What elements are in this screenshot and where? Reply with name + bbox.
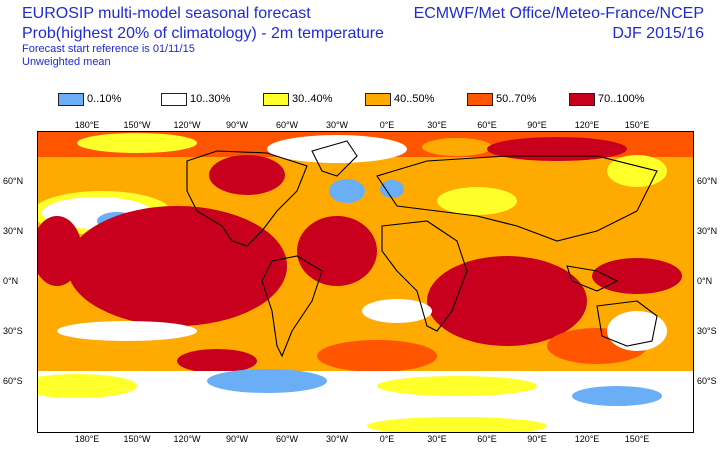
title-block-right: ECMWF/Met Office/Meteo-France/NCEP DJF 2… [414,4,704,44]
shading-north [37,131,694,215]
lon-tick-top: 90°W [225,120,249,130]
white-south-atlantic [362,299,432,323]
blue-southern-pacific [207,369,327,393]
legend-item: 0..10% [58,92,121,106]
title-block-left: EUROSIP multi-model seasonal forecast Pr… [22,4,384,69]
lat-tick-left: 30°S [3,326,23,336]
lon-tick-top: 90°E [527,120,547,130]
yellow-patch-east-asia [607,155,667,187]
red-indian-ocean [427,256,587,346]
coastline-greenland [311,140,358,177]
lon-tick-bottom: 150°W [123,434,151,444]
lon-tick-bottom: 150°E [624,434,650,444]
lon-tick-top: 150°W [123,120,151,130]
lat-tick-left: 60°N [3,176,24,186]
orange-patch [422,138,492,156]
lat-tick-right: 30°S [697,326,717,336]
lat-tick-right: 60°N [697,176,718,186]
legend-label: 40..50% [394,93,435,105]
coastline-north-america [186,150,308,247]
forecast-start-note: Forecast start reference is 01/11/15 [22,43,195,55]
legend-item: 70..100% [569,92,644,106]
legend-label: 10..30% [190,93,231,105]
lon-tick-bottom: 60°W [275,434,299,444]
lon-tick-bottom: 30°E [427,434,447,444]
legend-swatch-50-70 [467,92,493,106]
white-australia [607,311,667,351]
coastline-eurasia [376,155,658,242]
map-subtitle: Prob(highest 20% of climatology) - 2m te… [22,25,384,42]
map-frame [37,131,694,433]
lat-tick-left: 60°S [3,376,23,386]
legend-swatch-10-30 [161,92,187,106]
lon-tick-top: 30°E [427,120,447,130]
yellow-southern [37,374,137,398]
red-central-pacific [67,206,287,326]
lon-tick-top: 120°E [574,120,600,130]
coastline-australia [596,300,658,347]
legend-label: 70..100% [598,93,645,105]
lon-tick-bottom: 60°E [477,434,497,444]
legend-swatch-30-40 [263,92,289,106]
yellow-southern-2 [377,376,537,396]
lon-tick-bottom: 30°W [325,434,349,444]
map-title: EUROSIP multi-model seasonal forecast [22,5,311,22]
lat-tick-right: 30°N [697,226,718,236]
lon-tick-bottom: 0°E [379,434,395,444]
red-west-pacific [592,258,682,294]
lon-tick-bottom: 120°W [173,434,201,444]
lon-tick-top: 30°W [325,120,349,130]
yellow-patch [77,133,197,153]
legend-label: 50..70% [496,93,537,105]
red-atlantic [297,216,377,286]
weighting-note: Unweighted mean [22,56,111,68]
lat-tick-right: 60°S [697,376,717,386]
lat-tick-left: 30°N [3,226,24,236]
lon-tick-top: 180°E [74,120,100,130]
lon-tick-top: 150°E [624,120,650,130]
legend-label: 30..40% [292,93,333,105]
legend-item: 40..50% [365,92,434,106]
lon-tick-bottom: 90°W [225,434,249,444]
centres-label: ECMWF/Met Office/Meteo-France/NCEP [413,5,704,22]
lon-tick-top: 120°W [173,120,201,130]
lon-tick-top: 0°E [379,120,395,130]
coastline-africa [381,220,468,332]
legend-swatch-0-10 [58,92,84,106]
white-patch-greenland [267,135,407,163]
legend-swatch-40-50 [365,92,391,106]
lat-tick-right: 0°N [697,276,713,286]
red-patch-siberia [487,137,627,161]
blue-southern-east [572,386,662,406]
legend-label: 0..10% [87,93,122,105]
coastlines [186,140,658,358]
red-patch-canada [209,155,285,195]
legend-swatch-70-100 [569,92,595,106]
season-label: DJF 2015/16 [612,25,704,42]
coastline-maritime-continent [566,265,619,292]
red-date-line [37,216,82,286]
yellow-bottom [367,417,547,433]
blue-patch-scandinavia [380,180,404,198]
shading-southern-ocean [37,369,694,433]
lat-tick-left: 0°N [3,276,19,286]
lon-tick-bottom: 90°E [527,434,547,444]
legend-item: 30..40% [263,92,332,106]
lon-tick-top: 60°E [477,120,497,130]
lon-tick-bottom: 120°E [574,434,600,444]
coastline-south-america [261,255,323,358]
lon-tick-bottom: 180°E [74,434,100,444]
lon-tick-top: 60°W [275,120,299,130]
legend-item: 50..70% [467,92,536,106]
blue-patch-atlantic-north [329,179,365,203]
red-south-pacific [177,349,257,373]
color-legend: 0..10% 10..30% 30..40% 40..50% 50..70% 7… [58,92,678,106]
orange-south-atlantic [317,340,437,372]
white-south-pacific [57,321,197,341]
shading-south [57,299,667,373]
probability-map [37,131,694,433]
yellow-patch-asia [437,187,517,215]
legend-item: 10..30% [161,92,230,106]
